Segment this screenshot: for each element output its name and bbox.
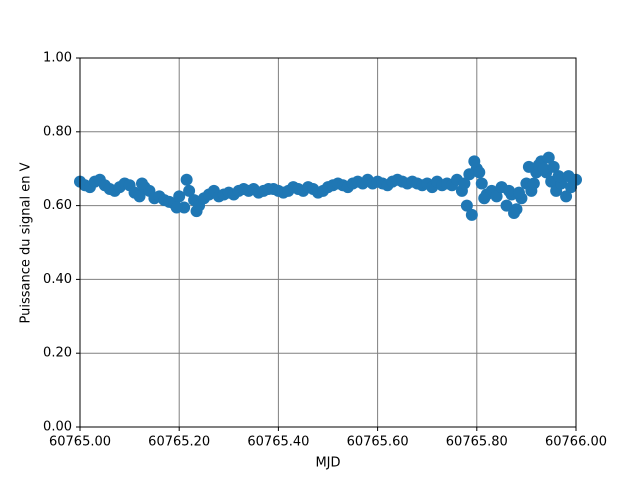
y-axis-label: Puissance du signal en V (19, 162, 34, 323)
y-tick-label: 0.00 (43, 420, 72, 435)
x-tick-label: 60765.80 (446, 435, 508, 450)
x-tick-label: 60765.60 (347, 435, 409, 450)
point (562, 170, 575, 183)
point (503, 184, 516, 197)
x-tick-label: 60765.40 (247, 435, 309, 450)
point (537, 162, 550, 175)
point (527, 177, 540, 190)
plot-frame (79, 57, 577, 428)
point (465, 208, 478, 221)
point (475, 177, 488, 190)
x-tick-label: 60765.20 (148, 435, 210, 450)
point (512, 186, 525, 199)
point (458, 177, 471, 190)
point (190, 205, 203, 218)
point (473, 166, 486, 179)
point (136, 177, 148, 190)
point (490, 190, 503, 203)
point (508, 206, 520, 219)
point (468, 155, 481, 168)
point (542, 151, 555, 164)
point (560, 190, 573, 203)
point (133, 190, 146, 203)
point (478, 192, 491, 205)
point (183, 184, 196, 197)
x-tick-label: 60765.00 (49, 435, 111, 450)
y-tick-label: 0.40 (43, 272, 72, 287)
point (463, 168, 476, 181)
point (180, 173, 193, 186)
point (460, 199, 473, 212)
point (552, 170, 565, 183)
x-axis-label: MJD (315, 456, 340, 471)
point (500, 199, 513, 212)
y-tick-label: 0.80 (43, 124, 72, 139)
point (173, 190, 186, 203)
y-tick-label: 1.00 (43, 51, 72, 66)
y-tick-label: 0.20 (43, 346, 72, 361)
point (170, 201, 183, 214)
x-tick-label: 60766.00 (545, 435, 607, 450)
point (547, 160, 560, 173)
point (522, 160, 535, 173)
y-tick-label: 0.60 (43, 198, 72, 213)
